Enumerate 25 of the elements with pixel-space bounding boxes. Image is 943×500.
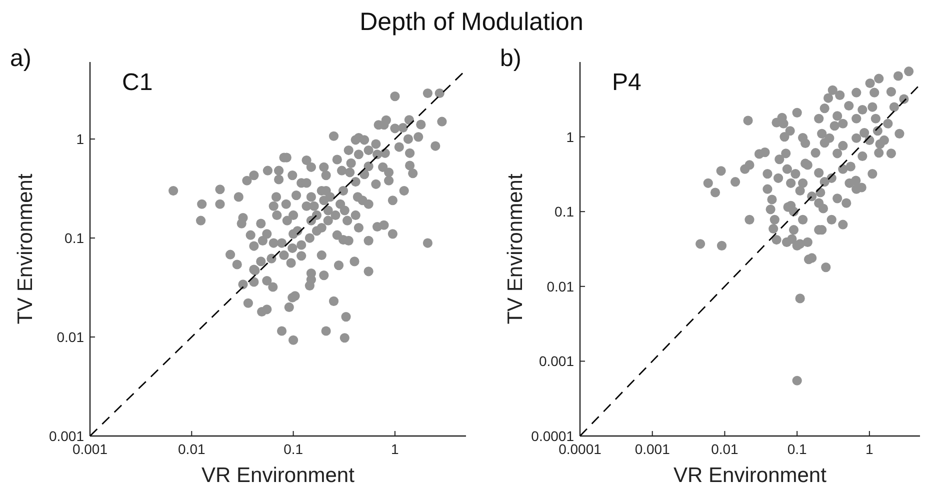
y-tick-label: 0.1: [554, 204, 574, 220]
annotation: C1: [122, 69, 153, 96]
y-tick-label: 0.1: [64, 230, 84, 246]
x-tick-label: 1: [866, 441, 874, 457]
y-axis-title: TV Environment: [504, 174, 527, 324]
text: a): [10, 45, 32, 72]
y-tick-label: 0.01: [546, 278, 574, 294]
x-tick-label: 0.001: [634, 441, 670, 457]
y-tick-label: 1: [76, 131, 84, 148]
y-tick-label: 0.01: [56, 329, 84, 346]
y-tick-label: 0.001: [48, 428, 84, 444]
x-tick-label: 0.1: [284, 441, 304, 457]
y-axis-title: TV Environment: [14, 174, 37, 324]
x-tick-label: 0.01: [711, 441, 739, 457]
x-tick-label: 0.1: [787, 441, 808, 457]
text: b): [500, 45, 522, 72]
x-tick-label: 1: [391, 441, 400, 457]
annotation: P4: [612, 69, 642, 96]
x-axis-title: VR Environment: [202, 464, 355, 487]
y-tick-label: 0.001: [538, 353, 574, 370]
y-tick-label: 0.0001: [531, 428, 574, 444]
x-tick-label: 0.01: [178, 441, 206, 457]
y-tick-label: 1: [566, 128, 574, 145]
chart-title: Depth of Modulation: [360, 8, 584, 36]
x-axis-title: VR Environment: [674, 464, 827, 487]
